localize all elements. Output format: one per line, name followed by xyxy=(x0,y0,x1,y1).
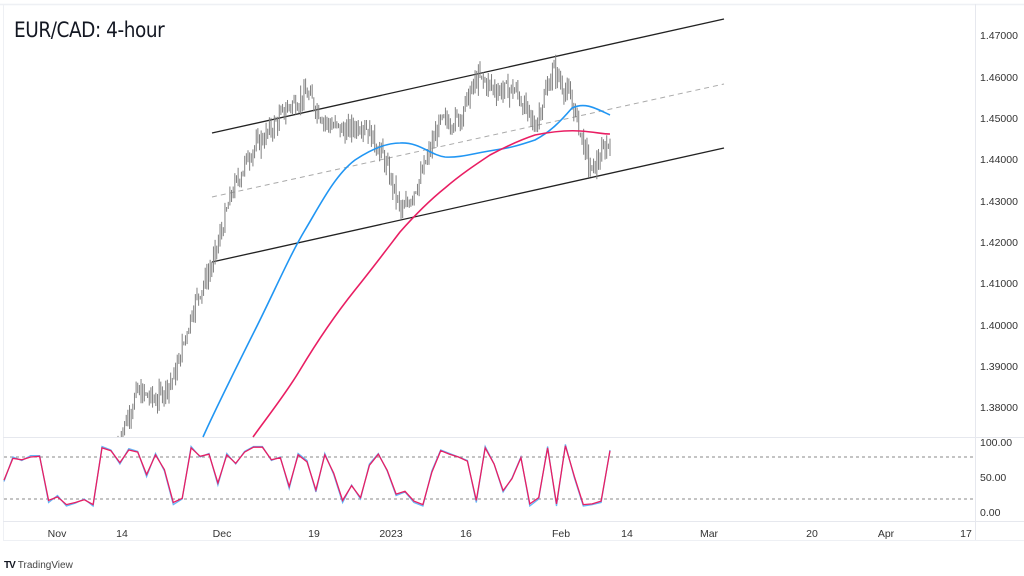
time-tick-label: 19 xyxy=(308,528,320,540)
price-tick-label: 1.43000 xyxy=(980,196,1018,208)
price-tick-label: 1.41000 xyxy=(980,278,1018,290)
stoch-d-line[interactable] xyxy=(3,445,611,506)
oscillator-tick-label: 100.00 xyxy=(980,437,1013,449)
time-tick-label: 14 xyxy=(116,528,128,540)
time-tick-label: Apr xyxy=(877,528,895,540)
time-tick-label: 14 xyxy=(621,528,633,540)
price-tick-label: 1.44000 xyxy=(980,154,1018,166)
price-tick-label: 1.45000 xyxy=(980,113,1018,125)
price-candles[interactable] xyxy=(117,54,611,437)
tradingview-branding[interactable]: TV TradingView xyxy=(4,560,73,571)
price-tick-label: 1.47000 xyxy=(980,30,1018,42)
oscillator-tick-label: 50.00 xyxy=(980,472,1007,484)
channel-lower-line[interactable] xyxy=(211,147,725,263)
ma-slow-line[interactable] xyxy=(252,129,611,438)
oscillator-tick-label: 0.00 xyxy=(980,507,1001,519)
time-tick-label: 20 xyxy=(806,528,818,540)
time-tick-label: Feb xyxy=(551,528,571,540)
time-tick-label: Nov xyxy=(47,528,67,540)
channel-upper-line[interactable] xyxy=(211,18,725,134)
channel-mid-line[interactable] xyxy=(211,83,725,198)
price-tick-label: 1.46000 xyxy=(980,72,1018,84)
tradingview-logo-icon: TV xyxy=(4,560,16,571)
price-tick-label: 1.39000 xyxy=(980,361,1018,373)
tradingview-name: TradingView xyxy=(17,560,73,571)
time-tick-label: 17 xyxy=(960,528,972,540)
time-tick-label: Mar xyxy=(699,528,719,540)
ma-fast-line[interactable] xyxy=(202,104,611,438)
time-tick-label: 2023 xyxy=(379,528,403,540)
chart-title: EUR/CAD: 4-hour xyxy=(14,18,165,42)
time-tick-label: 16 xyxy=(460,528,472,540)
time-tick-label: Dec xyxy=(212,528,232,540)
price-tick-label: 1.38000 xyxy=(980,402,1018,414)
price-tick-label: 1.42000 xyxy=(980,237,1018,249)
price-tick-label: 1.40000 xyxy=(980,320,1018,332)
